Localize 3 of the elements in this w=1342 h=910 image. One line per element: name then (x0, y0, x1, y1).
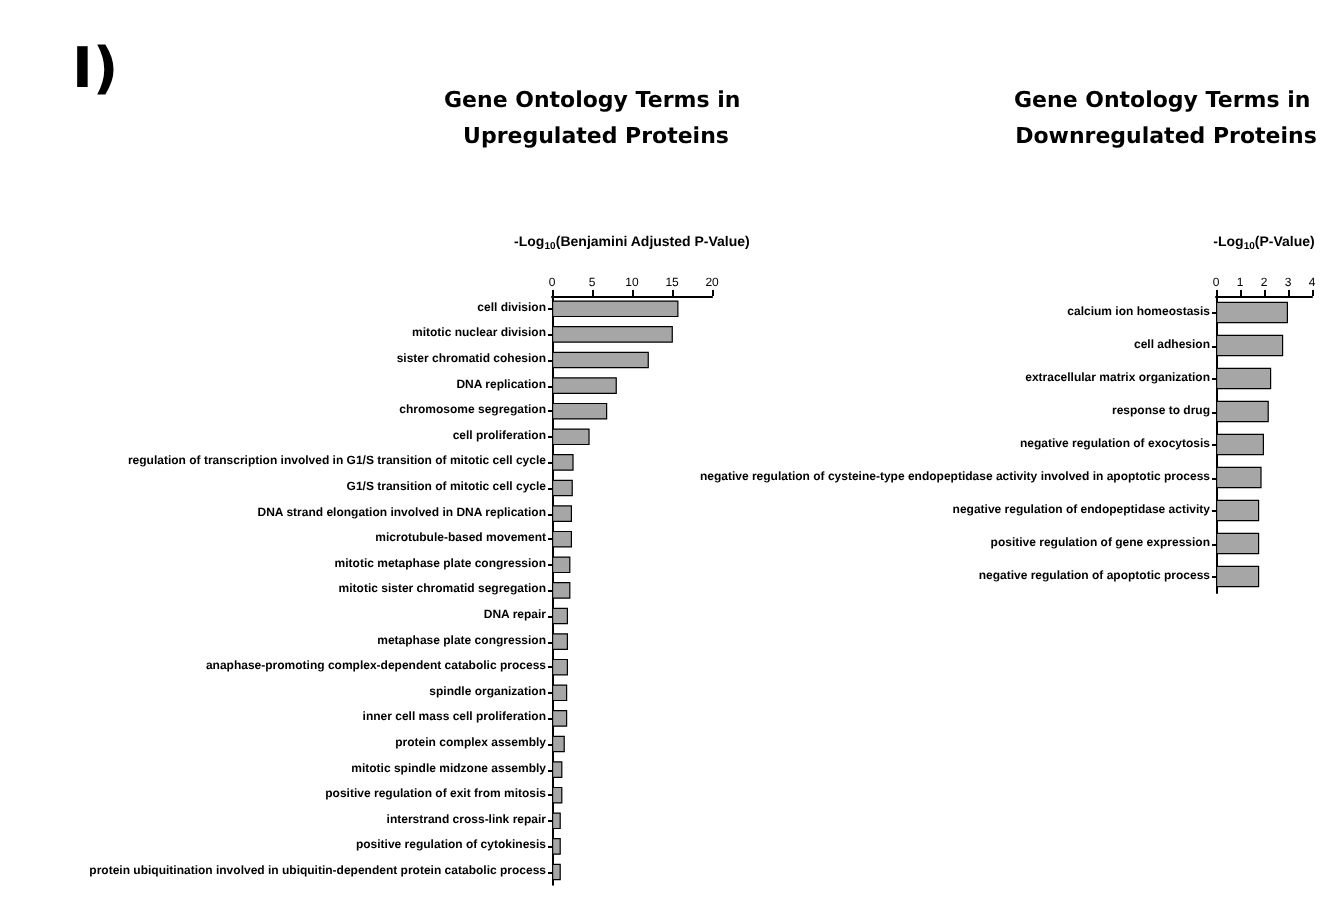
chart-title: Gene Ontology Terms in Upregulated Proteins (443, 87, 749, 149)
text: I) (72, 35, 119, 101)
chart-title: Gene Ontology Terms in Downregulated Proteins (1013, 87, 1319, 149)
